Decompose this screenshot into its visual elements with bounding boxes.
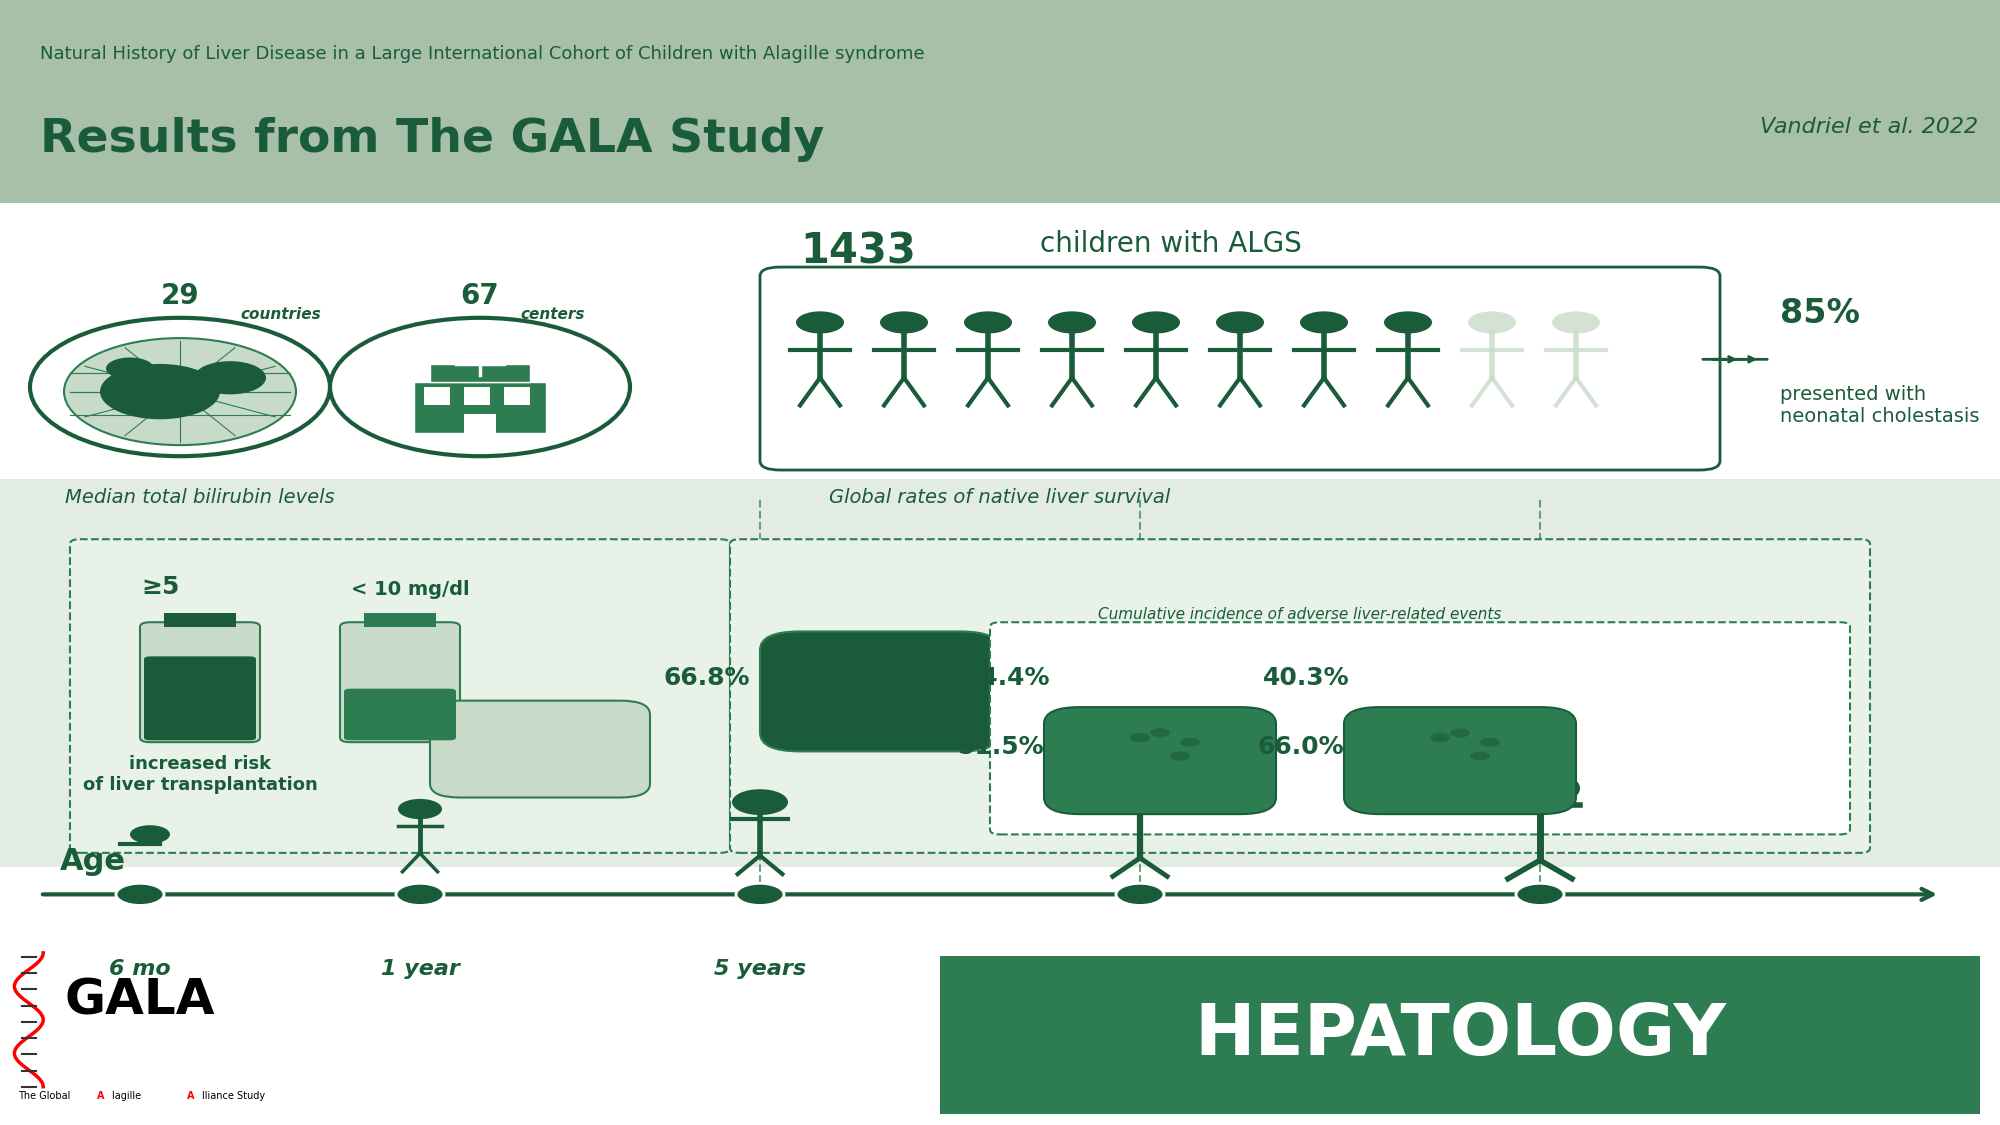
- Text: 1433: 1433: [800, 231, 916, 272]
- Circle shape: [1480, 738, 1500, 747]
- Text: 66.0%: 66.0%: [1258, 735, 1344, 758]
- FancyBboxPatch shape: [344, 688, 456, 740]
- Text: A: A: [188, 1091, 194, 1101]
- Text: lagille: lagille: [112, 1091, 144, 1101]
- Circle shape: [1132, 312, 1180, 333]
- Text: Global rates of native liver survival: Global rates of native liver survival: [830, 488, 1170, 507]
- Circle shape: [130, 825, 170, 844]
- Circle shape: [732, 790, 788, 814]
- Text: 5 years: 5 years: [714, 958, 806, 979]
- FancyBboxPatch shape: [504, 387, 530, 405]
- Circle shape: [1516, 883, 1564, 906]
- Text: 18 years: 18 years: [1486, 958, 1594, 979]
- Text: < 10 mg/dl: < 10 mg/dl: [352, 580, 470, 600]
- Circle shape: [736, 883, 784, 906]
- Circle shape: [194, 361, 266, 395]
- FancyBboxPatch shape: [1360, 631, 1600, 752]
- FancyBboxPatch shape: [424, 387, 450, 405]
- Circle shape: [1106, 780, 1174, 811]
- Circle shape: [1300, 312, 1348, 333]
- Text: 6 mo: 6 mo: [110, 958, 170, 979]
- Text: 85%: 85%: [1780, 297, 1860, 330]
- Text: Age: Age: [60, 847, 126, 876]
- Text: Natural History of Liver Disease in a Large International Cohort of Children wit: Natural History of Liver Disease in a La…: [40, 45, 924, 63]
- FancyBboxPatch shape: [340, 622, 460, 742]
- Text: 40.3%: 40.3%: [1264, 666, 1350, 690]
- FancyBboxPatch shape: [464, 387, 490, 405]
- Circle shape: [1450, 728, 1470, 738]
- Circle shape: [1180, 738, 1200, 747]
- Text: Results from The GALA Study: Results from The GALA Study: [40, 117, 824, 162]
- Text: 10 years: 10 years: [1086, 958, 1194, 979]
- Circle shape: [1116, 883, 1164, 906]
- FancyBboxPatch shape: [430, 701, 650, 798]
- Circle shape: [1048, 312, 1096, 333]
- Text: 1 year: 1 year: [380, 958, 460, 979]
- FancyBboxPatch shape: [144, 656, 256, 740]
- Text: A: A: [98, 1091, 104, 1101]
- Text: 66.8%: 66.8%: [664, 666, 750, 690]
- Circle shape: [30, 317, 330, 457]
- Circle shape: [396, 883, 444, 906]
- Circle shape: [100, 364, 220, 420]
- FancyBboxPatch shape: [414, 382, 546, 433]
- Text: centers: centers: [520, 307, 584, 323]
- Circle shape: [1216, 312, 1264, 333]
- Text: 29: 29: [160, 282, 200, 310]
- FancyBboxPatch shape: [760, 267, 1720, 470]
- Text: ≥5: ≥5: [142, 575, 180, 600]
- FancyBboxPatch shape: [164, 613, 236, 627]
- Text: presented with
neonatal cholestasis: presented with neonatal cholestasis: [1780, 385, 1980, 426]
- Circle shape: [1130, 734, 1150, 742]
- Circle shape: [1170, 752, 1190, 760]
- FancyBboxPatch shape: [990, 622, 1850, 835]
- Text: Vandriel et al. 2022: Vandriel et al. 2022: [1760, 117, 1978, 137]
- FancyBboxPatch shape: [70, 539, 730, 853]
- Circle shape: [1552, 312, 1600, 333]
- Text: countries: countries: [240, 307, 320, 323]
- Circle shape: [1500, 770, 1580, 807]
- Circle shape: [64, 339, 296, 446]
- Text: The Global: The Global: [18, 1091, 74, 1101]
- FancyBboxPatch shape: [430, 363, 530, 382]
- Text: Cumulative incidence of adverse liver-related events: Cumulative incidence of adverse liver-re…: [1098, 608, 1502, 622]
- FancyBboxPatch shape: [364, 613, 436, 627]
- Text: HEPATOLOGY: HEPATOLOGY: [1194, 1000, 1726, 1070]
- FancyBboxPatch shape: [464, 414, 496, 434]
- Circle shape: [106, 358, 154, 379]
- Text: increased risk
of liver transplantation: increased risk of liver transplantation: [82, 755, 318, 794]
- Text: lliance Study: lliance Study: [202, 1091, 264, 1101]
- Text: children with ALGS: children with ALGS: [1040, 231, 1302, 258]
- Text: GALA: GALA: [64, 976, 216, 1025]
- Circle shape: [398, 799, 442, 819]
- Circle shape: [1468, 312, 1516, 333]
- Circle shape: [1430, 734, 1450, 742]
- Circle shape: [796, 312, 844, 333]
- FancyBboxPatch shape: [1044, 708, 1276, 814]
- Circle shape: [1150, 728, 1170, 738]
- FancyBboxPatch shape: [0, 479, 2000, 866]
- FancyBboxPatch shape: [0, 0, 2000, 202]
- Text: 51.5%: 51.5%: [958, 735, 1044, 758]
- FancyBboxPatch shape: [1060, 631, 1300, 752]
- Circle shape: [1470, 752, 1490, 760]
- Circle shape: [116, 883, 164, 906]
- FancyBboxPatch shape: [140, 622, 260, 742]
- Text: 67: 67: [460, 282, 500, 310]
- FancyBboxPatch shape: [730, 539, 1870, 853]
- Circle shape: [330, 317, 630, 457]
- FancyBboxPatch shape: [1344, 708, 1576, 814]
- FancyBboxPatch shape: [940, 956, 1980, 1114]
- Text: 4.8x: 4.8x: [164, 686, 236, 716]
- Circle shape: [880, 312, 928, 333]
- Circle shape: [964, 312, 1012, 333]
- FancyBboxPatch shape: [760, 631, 1000, 752]
- Circle shape: [1384, 312, 1432, 333]
- Text: 54.4%: 54.4%: [964, 666, 1050, 690]
- Text: Median total bilirubin levels: Median total bilirubin levels: [66, 488, 334, 507]
